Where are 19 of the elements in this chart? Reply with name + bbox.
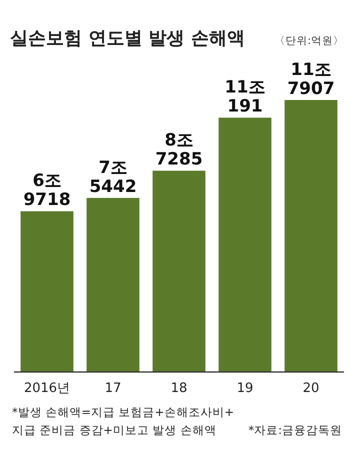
bar [152, 170, 206, 372]
x-tick-label: 20 [302, 381, 320, 396]
bar [284, 100, 338, 372]
x-tick-label: 18 [170, 381, 188, 396]
annotation: 11조 7907 [287, 60, 335, 99]
x-tick-label: 17 [104, 381, 122, 396]
chart-subtitle: 〈단위:억원〉 [274, 35, 344, 47]
annotation: 6조 9718 [23, 171, 71, 210]
chart-title: 실손보험 연도별 발생 손해액 [10, 28, 245, 49]
text: *발생 손해액=지급 보험금+손해조사비+ 지급 준비금 증감+미보고 발생 손해액 [12, 405, 234, 437]
annotation: 11조 191 [224, 78, 266, 117]
bar [86, 198, 140, 372]
annotation: 7조 5442 [89, 158, 137, 197]
x-tick-label: 2016년 [24, 381, 70, 396]
text: *자료:금융감독원 [248, 423, 342, 437]
bar [20, 211, 74, 372]
annotation: 8조 7285 [155, 130, 203, 170]
x-tick-label: 19 [236, 381, 254, 396]
bar [218, 118, 272, 372]
